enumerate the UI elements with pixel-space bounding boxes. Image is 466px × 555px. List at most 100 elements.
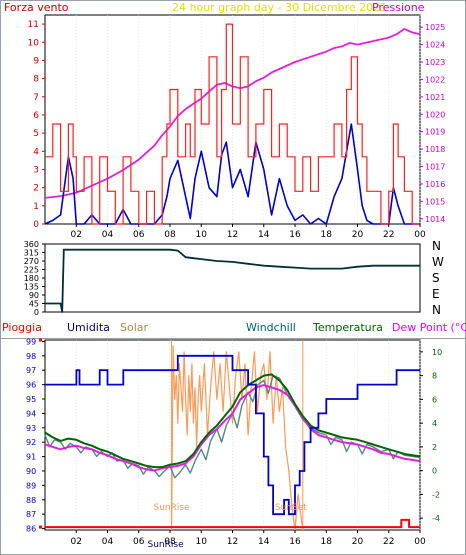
x-tick-label: 20	[352, 230, 364, 240]
direction-tick-label: 225	[24, 266, 39, 275]
y-left-tick-label: 8	[33, 75, 39, 85]
y-left-tick-label: 98	[26, 352, 36, 361]
sunset-label: SunSet	[275, 503, 307, 513]
x-tick-label: 04	[102, 230, 114, 240]
label-dewpoint: Dew Point (°C)	[392, 321, 466, 334]
temperature-ticks: 02 04 06 08 10 12 14 16 18 20 22 008687888990919293…	[26, 337, 442, 550]
direction-tick-label: 45	[29, 300, 39, 309]
x-tick-label: 12	[227, 230, 238, 240]
series-wind-max	[45, 23, 420, 225]
series-rain	[45, 518, 420, 529]
y-left-tick-label: 99	[26, 337, 36, 346]
y-right-tick-label: 2	[432, 443, 437, 452]
y-right-tick-label: 1021	[425, 93, 445, 102]
y-left-tick-label: 11	[28, 20, 39, 30]
sunrise-axis-label: SunRise	[148, 540, 185, 550]
y-left-tick-label: 1	[33, 202, 39, 212]
y-right-tick-label: 10	[432, 348, 442, 357]
x-tick-label: 04	[102, 537, 114, 547]
wind-direction-plot-area	[44, 243, 421, 313]
label-temperature: Temperatura	[312, 321, 383, 334]
y-left-tick-label: 97	[26, 366, 36, 375]
y-right-tick-label: 8	[432, 372, 437, 381]
y-left-tick-label: 3	[33, 165, 39, 175]
direction-tick-label: 180	[24, 274, 39, 283]
y-right-tick-label: 1020	[425, 110, 445, 119]
wind-pressure-ticks: 02 04 06 08 10 12 14 16 18 20 22 000123456789101110…	[28, 20, 446, 240]
x-tick-label: 06	[133, 537, 145, 547]
direction-tick-label: 90	[29, 291, 39, 300]
wind-axis-title: Forza vento	[4, 1, 69, 14]
compass-label: E	[432, 287, 440, 301]
compass-label: N	[432, 303, 441, 317]
x-tick-label: 18	[321, 230, 333, 240]
x-tick-label: 12	[227, 537, 238, 547]
x-tick-label: 18	[321, 537, 333, 547]
y-right-tick-label: 4	[432, 419, 437, 428]
y-left-tick-label: 90	[26, 467, 36, 476]
y-right-tick-label: 0	[432, 467, 437, 476]
y-left-tick-label: 91	[26, 453, 36, 462]
y-left-tick-label: 94	[26, 409, 36, 418]
y-left-tick-label: 86	[26, 525, 36, 534]
wind-direction-series	[45, 248, 420, 313]
x-tick-label: 16	[289, 537, 301, 547]
temperature-humidity-chart: 02 04 06 08 10 12 14 16 18 20 22 008687888990919293…	[2, 321, 466, 550]
x-tick-label: 16	[289, 230, 301, 240]
x-tick-label: 02	[71, 230, 82, 240]
y-left-tick-label: 89	[26, 481, 36, 490]
direction-tick-label: 360	[24, 240, 39, 249]
series-humidity	[45, 354, 420, 516]
y-right-tick-label: 1024	[425, 41, 445, 50]
y-right-tick-label: 6	[432, 395, 437, 404]
y-left-tick-label: 87	[26, 510, 36, 519]
wind-pressure-chart: 02 04 06 08 10 12 14 16 18 20 22 000123456789101110…	[4, 1, 445, 240]
x-tick-label: 02	[71, 537, 82, 547]
rain-axis-marker	[39, 338, 42, 342]
x-tick-label: 14	[258, 230, 270, 240]
y-left-tick-label: 5	[33, 129, 39, 139]
y-right-tick-label: 1023	[425, 58, 445, 67]
y-right-tick-label: 1016	[425, 180, 445, 189]
direction-tick-label: 315	[24, 249, 39, 258]
series-wind-direction	[45, 248, 420, 313]
x-tick-label: 08	[164, 230, 176, 240]
direction-tick-label: 0	[34, 308, 39, 317]
y-left-tick-label: 7	[33, 93, 39, 103]
series-temperature	[44, 373, 421, 469]
direction-tick-label: 270	[24, 257, 39, 266]
compass-label: W	[432, 255, 444, 269]
x-tick-label: 22	[383, 537, 394, 547]
series-solar	[171, 345, 304, 531]
series-dewpoint	[44, 384, 421, 472]
y-left-tick-label: 92	[26, 438, 36, 447]
compass-label: N	[432, 239, 441, 253]
y-left-tick-label: 0	[33, 220, 39, 230]
y-right-tick-label: 1014	[425, 215, 445, 224]
y-left-tick-label: 93	[26, 424, 36, 433]
series-wind-avg	[44, 123, 420, 225]
y-left-tick-label: 95	[26, 395, 36, 404]
label-humidity: Umidita	[67, 321, 110, 334]
y-right-tick-label: 1015	[425, 197, 445, 206]
temperature-series	[44, 345, 421, 531]
y-left-tick-label: 88	[26, 496, 36, 505]
x-tick-label: 08	[164, 537, 176, 547]
compass-label: S	[432, 271, 440, 285]
chart-title: 24 hour graph day - 30 Dicembre 2021	[172, 1, 387, 14]
direction-tick-label: 135	[24, 283, 39, 292]
sunrise-label: SunRise	[154, 503, 191, 513]
y-left-tick-label: 10	[28, 38, 40, 48]
x-tick-label: 10	[196, 537, 208, 547]
series-pressure	[44, 27, 421, 199]
wind-pressure-series	[44, 23, 421, 225]
label-solar: Solar	[120, 321, 149, 334]
x-tick-label: 14	[258, 537, 270, 547]
label-rain: Pioggia	[2, 321, 42, 334]
y-right-tick-label: -2	[432, 490, 440, 499]
label-windchill: Windchill	[246, 321, 296, 334]
y-left-tick-label: 6	[33, 111, 39, 121]
